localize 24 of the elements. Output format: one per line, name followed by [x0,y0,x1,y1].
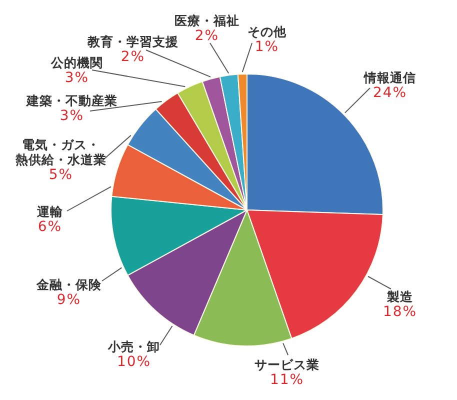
data-label: 18% [382,304,418,320]
slice-label: 金融・保険 [36,276,102,292]
data-label: 2% [120,49,146,65]
slice-label: その他 [248,24,288,38]
slice-label: 電気・ガス・熱供給・水道業 [14,136,106,166]
slice-label: 運輸 [36,204,64,218]
slice-label: 情報通信 [363,70,416,84]
slice-label: 製造 [386,288,413,304]
data-label: 10% [116,354,152,370]
slice-label: 医療・福祉 [174,12,240,28]
data-label: 2% [194,28,220,44]
slice-label: 教育・学習支援 [86,34,178,48]
data-label: 3% [64,70,90,86]
data-label: 11% [270,372,304,388]
slice-label: サービス業 [254,356,320,372]
slice-label: 公的機関 [50,54,103,70]
data-label: 1% [254,39,280,55]
data-label: 9% [56,292,82,308]
slice-label: 建築・不動産業 [26,92,118,108]
data-label: 3% [60,108,84,124]
slice-label: 小売・卸 [107,338,160,354]
data-label: 5% [48,167,74,183]
data-label: 6% [38,219,62,235]
data-label: 24% [372,85,408,101]
